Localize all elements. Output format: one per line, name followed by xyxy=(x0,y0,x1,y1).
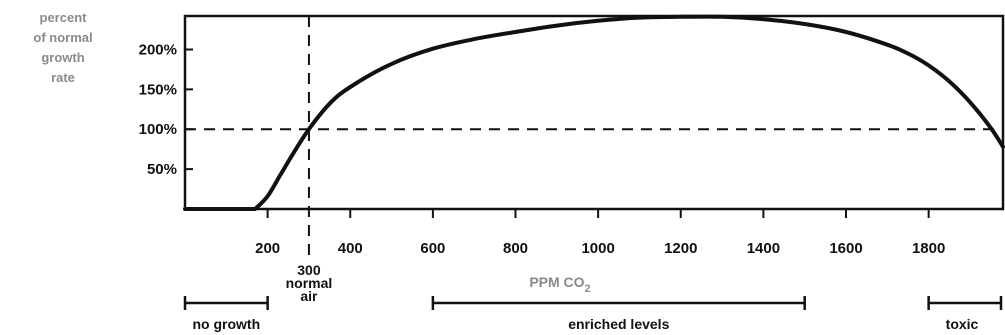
range-label: toxic xyxy=(946,316,979,332)
y-tick-label: 50% xyxy=(147,161,177,178)
range-label: no growth xyxy=(192,316,260,332)
y-tick-label: 200% xyxy=(139,41,177,58)
range-toxic: toxic xyxy=(927,296,1003,332)
x-axis-ticks: 200 400 600 800 1000 1200 1400 1600 1800 xyxy=(255,209,945,257)
x-tick-label: 200 xyxy=(255,240,280,257)
reference-lines xyxy=(185,16,1003,259)
range-label: enriched levels xyxy=(568,316,669,332)
normal-air-label-line: 300 xyxy=(297,262,321,278)
x-axis-label: PPM CO2 xyxy=(529,274,590,295)
growth-curve xyxy=(183,14,1005,211)
x-axis-label-subscript: 2 xyxy=(585,283,591,295)
x-tick-label: 1400 xyxy=(747,240,780,257)
range-enriched-levels: enriched levels xyxy=(431,296,806,332)
y-tick-label: 150% xyxy=(139,81,177,98)
y-axis-label-line: of normal xyxy=(33,30,92,45)
normal-air-label-line: normal xyxy=(286,275,333,291)
x-tick-label: 1600 xyxy=(829,240,862,257)
y-axis-label-line: rate xyxy=(51,70,75,85)
x-tick-label: 600 xyxy=(420,240,445,257)
y-axis-ticks: 50% 100% 150% 200% xyxy=(139,41,193,178)
y-tick-label: 100% xyxy=(139,121,177,138)
y-axis-label-line: percent xyxy=(40,10,88,25)
y-axis-label-line: growth xyxy=(41,50,84,65)
x-tick-label: 1000 xyxy=(581,240,614,257)
x-tick-label: 1800 xyxy=(912,240,945,257)
plot-frame xyxy=(183,14,1005,211)
x-tick-label: 1200 xyxy=(664,240,697,257)
normal-air-label-line: air xyxy=(300,288,318,304)
y-axis-label: percent of normal growth rate xyxy=(33,10,92,85)
range-no-growth: no growth xyxy=(183,296,269,332)
x-tick-label: 800 xyxy=(503,240,528,257)
range-annotations: no growth enriched levels toxic xyxy=(183,296,1003,332)
x-tick-label: 400 xyxy=(338,240,363,257)
x-axis-label-main: PPM CO xyxy=(529,274,584,290)
